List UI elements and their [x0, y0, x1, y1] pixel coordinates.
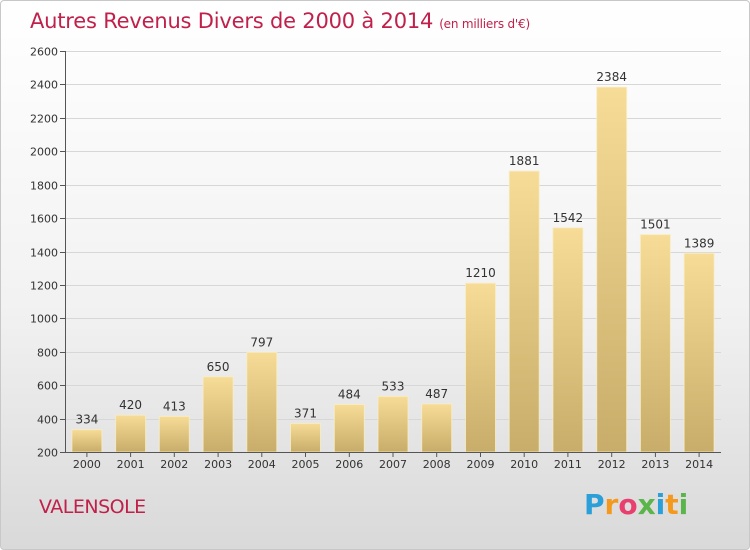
logo-letter: o — [618, 488, 638, 521]
y-tick-label: 1200 — [30, 280, 58, 293]
y-tick-label: 1600 — [30, 213, 58, 226]
bar-2001 — [115, 415, 146, 452]
value-label-2014: 1389 — [684, 236, 715, 250]
value-label-2003: 650 — [207, 360, 230, 374]
value-label-2007: 533 — [382, 379, 405, 393]
x-tick-label-2000: 2000 — [73, 458, 101, 471]
x-tick-label-2002: 2002 — [160, 458, 188, 471]
bar-2005 — [290, 423, 321, 452]
proxiti-logo[interactable]: Proxiti — [584, 488, 688, 521]
y-tick-label: 2200 — [30, 113, 58, 126]
value-label-2009: 1210 — [465, 266, 496, 280]
axes — [60, 51, 721, 457]
bar-2009 — [465, 283, 496, 452]
bar-2011 — [552, 227, 583, 452]
y-tick-label: 1000 — [30, 313, 58, 326]
x-tick-label-2013: 2013 — [641, 458, 669, 471]
y-tick-label: 1800 — [30, 180, 58, 193]
chart-subtitle: (en milliers d'€) — [439, 17, 530, 31]
bar-2010 — [509, 171, 540, 452]
y-tick-label: 2400 — [30, 79, 58, 92]
x-tick-label-2014: 2014 — [685, 458, 713, 471]
x-tick-label-2004: 2004 — [248, 458, 276, 471]
logo-letter: t — [665, 488, 679, 521]
x-tick-label-2011: 2011 — [554, 458, 582, 471]
value-label-2012: 2384 — [596, 70, 627, 84]
x-tick-label-2003: 2003 — [204, 458, 232, 471]
labels: 200 400 600 800 1000 1200 1400 1600 1800 2000 2200… — [30, 46, 714, 472]
x-tick-label-2008: 2008 — [423, 458, 451, 471]
bar-2004 — [246, 352, 277, 452]
value-label-2002: 413 — [163, 399, 186, 413]
bar-2002 — [159, 416, 190, 452]
value-label-2004: 797 — [250, 335, 273, 349]
bar-2003 — [203, 376, 234, 452]
logo-letter: P — [584, 488, 605, 521]
bar-2006 — [334, 404, 365, 452]
y-tick-label: 800 — [37, 347, 58, 360]
bar-2012 — [596, 87, 627, 452]
value-label-2008: 487 — [425, 387, 448, 401]
logo-letter: x — [637, 488, 656, 521]
x-tick-label-2012: 2012 — [598, 458, 626, 471]
x-tick-label-2005: 2005 — [292, 458, 320, 471]
value-label-2013: 1501 — [640, 218, 671, 232]
place-name: VALENSOLE — [39, 496, 146, 518]
y-tick-label: 200 — [37, 447, 58, 460]
x-tick-label-2007: 2007 — [379, 458, 407, 471]
bar-2013 — [640, 234, 671, 452]
value-label-2010: 1881 — [509, 154, 540, 168]
chart-title: Autres Revenus Divers de 2000 à 2014 (en … — [30, 9, 530, 33]
bar-2014 — [684, 253, 715, 452]
logo-letter: i — [678, 488, 689, 521]
chart-title-text: Autres Revenus Divers de 2000 à 2014 — [30, 9, 434, 33]
value-label-2005: 371 — [294, 406, 317, 420]
y-tick-label: 400 — [37, 414, 58, 427]
value-label-2000: 334 — [75, 413, 98, 427]
bar-2008 — [421, 404, 452, 452]
bar-2000 — [71, 429, 102, 452]
bar-2007 — [378, 396, 408, 452]
y-tick-label: 2600 — [30, 46, 58, 59]
y-tick-label: 1400 — [30, 247, 58, 260]
logo-letter: r — [604, 488, 619, 521]
bars — [71, 86, 715, 453]
value-label-2001: 420 — [119, 398, 142, 412]
x-tick-label-2009: 2009 — [467, 458, 495, 471]
x-tick-label-2010: 2010 — [510, 458, 538, 471]
logo-letter: i — [655, 488, 666, 521]
x-tick-label-2006: 2006 — [335, 458, 363, 471]
value-label-2006: 484 — [338, 388, 361, 402]
value-label-2011: 1542 — [553, 211, 584, 225]
x-tick-label-2001: 2001 — [117, 458, 145, 471]
y-tick-label: 600 — [37, 380, 58, 393]
y-tick-label: 2000 — [30, 146, 58, 159]
